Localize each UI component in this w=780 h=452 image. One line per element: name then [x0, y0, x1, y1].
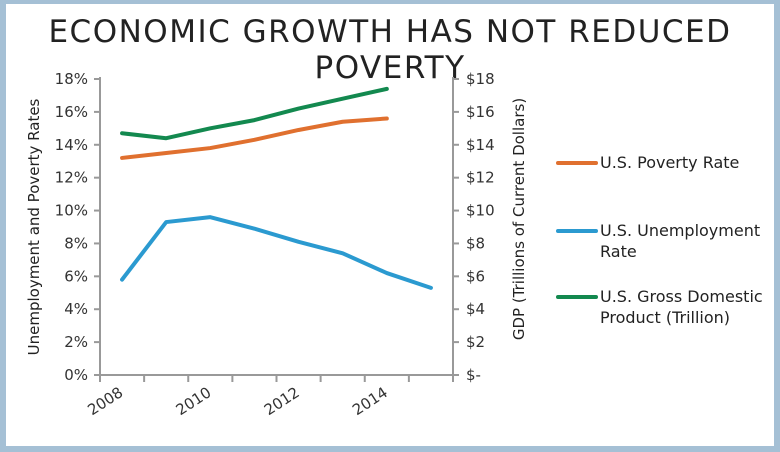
y-tick-label: 8% — [64, 234, 88, 252]
y-right-tick-label: $8 — [466, 234, 485, 252]
legend-swatch-poverty — [556, 161, 598, 165]
legend-label-line: U.S. Unemployment — [600, 221, 761, 240]
legend-label-line: U.S. Poverty Rate — [600, 153, 740, 172]
legend-label-poverty: U.S. Poverty Rate — [600, 152, 739, 173]
x-tick-label: 2010 — [173, 383, 215, 419]
series-line-1 — [120, 215, 433, 290]
legend-label-gdp: U.S. Gross Domestic Product (Trillion) — [600, 286, 763, 328]
legend-label-line: U.S. Gross Domestic — [600, 287, 763, 306]
y-tick-label: 10% — [55, 202, 88, 220]
x-tick-label: 2012 — [261, 383, 303, 419]
y-tick-label: 12% — [55, 169, 88, 187]
y-tick-label: 0% — [64, 366, 88, 384]
y-tick-label: 6% — [64, 267, 88, 285]
legend-label-unemployment: U.S. Unemployment Rate — [600, 220, 760, 262]
y-tick-label: 18% — [55, 70, 88, 88]
y-tick-label: 4% — [64, 300, 88, 318]
y-right-tick-label: $2 — [466, 333, 485, 351]
legend-label-line: Rate — [600, 242, 637, 261]
y-right-tick-label: $4 — [466, 300, 485, 318]
legend-swatch-gdp — [556, 295, 598, 299]
y-right-tick-label: $16 — [466, 103, 495, 121]
y-right-axis-label: GDP (Trillions of Current Dollars) — [510, 98, 528, 340]
x-tick-label: 2008 — [84, 383, 126, 419]
y-right-tick-label: $10 — [466, 202, 495, 220]
legend-swatch-unemployment — [556, 229, 598, 233]
legend-label-line: Product (Trillion) — [600, 308, 731, 327]
y-tick-label: 14% — [55, 136, 88, 154]
y-axis-label: Unemployment and Poverty Rates — [25, 98, 43, 355]
y-right-tick-label: $6 — [466, 267, 485, 285]
series-line-2 — [120, 86, 389, 141]
x-tick-label: 2014 — [349, 383, 391, 419]
y-right-tick-label: $14 — [466, 136, 495, 154]
y-right-tick-label: $18 — [466, 70, 495, 88]
y-right-tick-label: $12 — [466, 169, 495, 187]
y-tick-label: 2% — [64, 333, 88, 351]
chart-title: ECONOMIC GROWTH HAS NOT REDUCED POVERTY — [48, 14, 732, 86]
y-tick-label: 16% — [55, 103, 88, 121]
y-right-tick-label: $- — [466, 366, 481, 384]
